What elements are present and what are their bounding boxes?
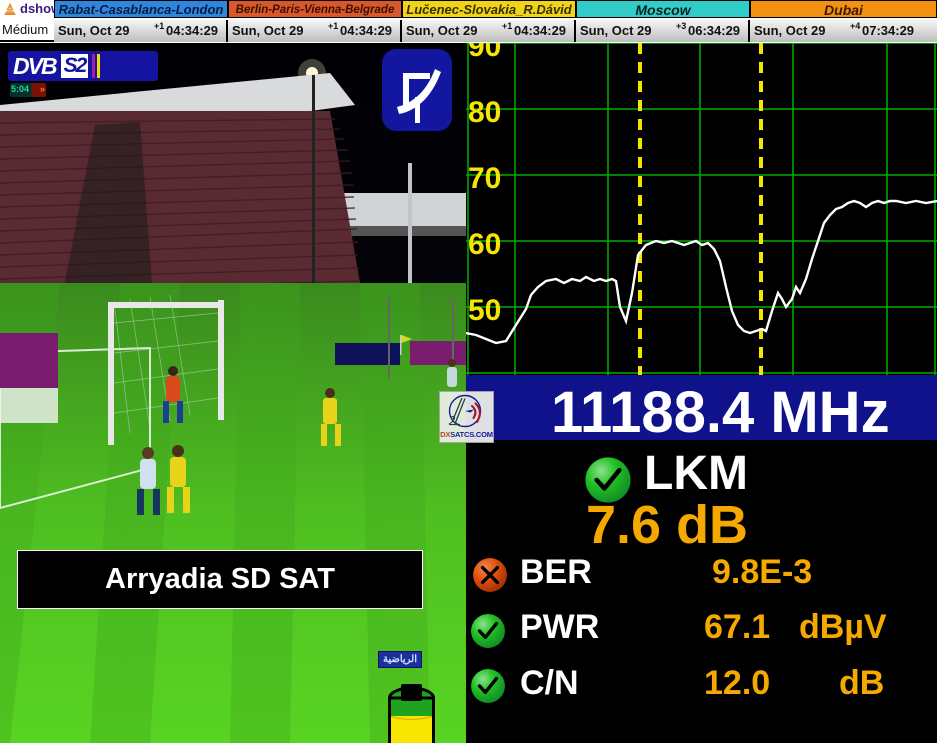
svg-text:50: 50	[468, 294, 501, 327]
svg-text:60: 60	[468, 228, 501, 261]
svg-text:70: 70	[468, 162, 501, 195]
svg-text:90: 90	[468, 43, 501, 63]
svg-text:80: 80	[468, 96, 501, 129]
